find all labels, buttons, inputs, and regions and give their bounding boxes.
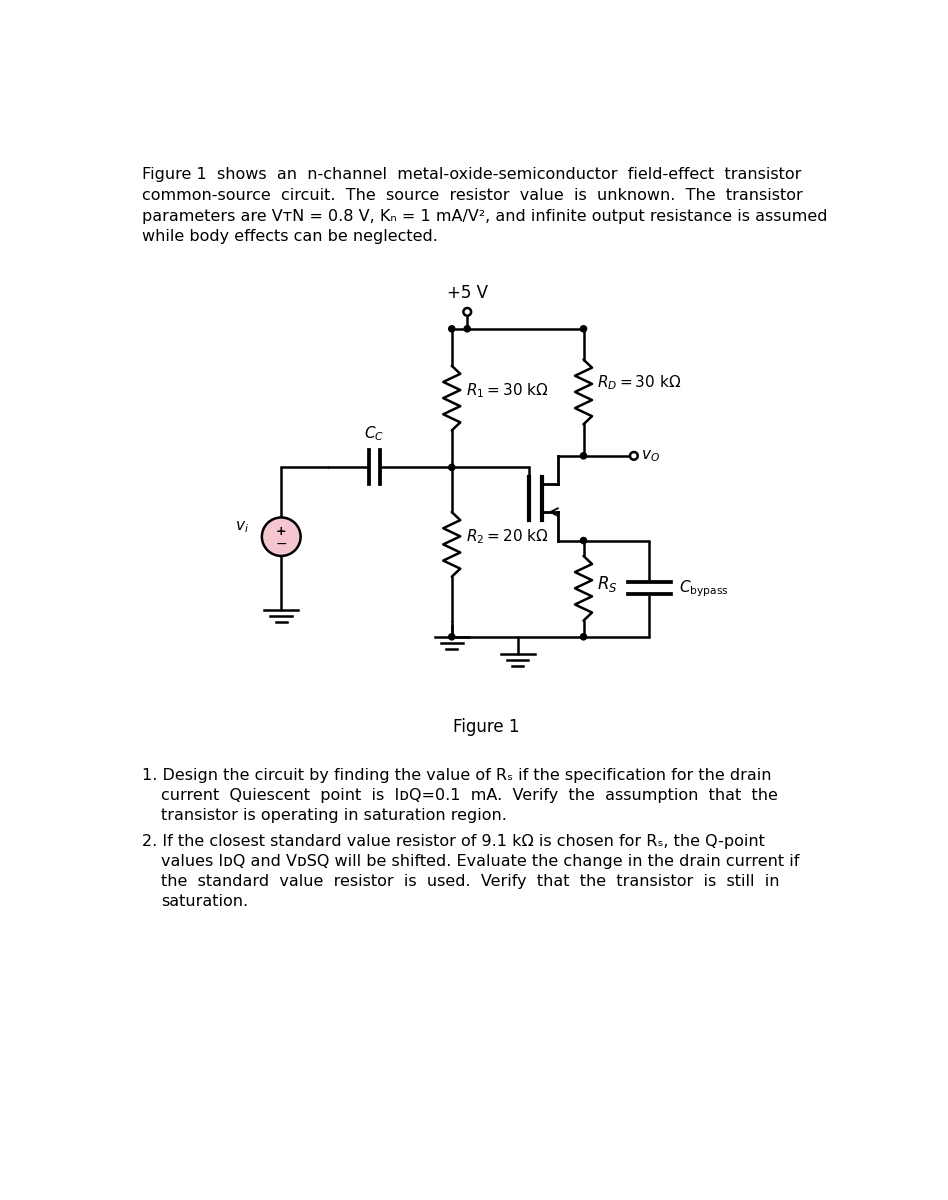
Text: $R_2 = 20\ \mathrm{k}\Omega$: $R_2 = 20\ \mathrm{k}\Omega$ (465, 527, 549, 546)
Text: $v_i$: $v_i$ (235, 520, 248, 535)
Text: values IᴅQ and VᴅSQ will be shifted. Evaluate the change in the drain current if: values IᴅQ and VᴅSQ will be shifted. Eva… (161, 854, 799, 869)
Text: $R_D = 30\ \mathrm{k}\Omega$: $R_D = 30\ \mathrm{k}\Omega$ (597, 373, 682, 392)
Text: the  standard  value  resistor  is  used.  Verify  that  the  transistor  is  st: the standard value resistor is used. Ver… (161, 874, 779, 889)
Text: $C_C$: $C_C$ (364, 424, 384, 443)
Circle shape (580, 538, 587, 544)
Circle shape (580, 325, 587, 332)
Text: Figure 1: Figure 1 (452, 718, 520, 736)
Text: Figure 1  shows  an  n-channel  metal-oxide-semiconductor  field-effect  transis: Figure 1 shows an n-channel metal-oxide-… (142, 167, 801, 182)
Circle shape (262, 517, 301, 556)
Text: $R_S$: $R_S$ (597, 575, 618, 594)
Text: $v_O$: $v_O$ (641, 448, 660, 463)
Circle shape (448, 634, 455, 640)
Text: transistor is operating in saturation region.: transistor is operating in saturation re… (161, 808, 507, 823)
Text: +: + (276, 524, 286, 538)
Circle shape (630, 452, 638, 460)
Text: saturation.: saturation. (161, 894, 248, 908)
Circle shape (464, 308, 471, 316)
Text: current  Quiescent  point  is  IᴅQ=0.1  mA.  Verify  the  assumption  that  the: current Quiescent point is IᴅQ=0.1 mA. V… (161, 787, 778, 803)
Text: parameters are VᴛN = 0.8 V, Kₙ = 1 mA/V², and infinite output resistance is assu: parameters are VᴛN = 0.8 V, Kₙ = 1 mA/V²… (142, 209, 828, 223)
Text: 2. If the closest standard value resistor of 9.1 kΩ is chosen for Rₛ, the Q-poin: 2. If the closest standard value resisto… (142, 834, 765, 848)
Circle shape (448, 325, 455, 332)
Circle shape (465, 325, 470, 332)
Circle shape (448, 464, 455, 470)
Text: +5 V: +5 V (447, 284, 488, 302)
Text: −: − (276, 536, 287, 551)
Circle shape (580, 452, 587, 458)
Text: $R_1 = 30\ \mathrm{k}\Omega$: $R_1 = 30\ \mathrm{k}\Omega$ (465, 382, 549, 400)
Text: 1. Design the circuit by finding the value of Rₛ if the specification for the dr: 1. Design the circuit by finding the val… (142, 768, 772, 782)
Text: while body effects can be neglected.: while body effects can be neglected. (142, 229, 438, 245)
Text: $C_{\mathrm{bypass}}$: $C_{\mathrm{bypass}}$ (679, 578, 728, 599)
Circle shape (580, 634, 587, 640)
Text: common-source  circuit.  The  source  resistor  value  is  unknown.  The  transi: common-source circuit. The source resist… (142, 188, 803, 203)
